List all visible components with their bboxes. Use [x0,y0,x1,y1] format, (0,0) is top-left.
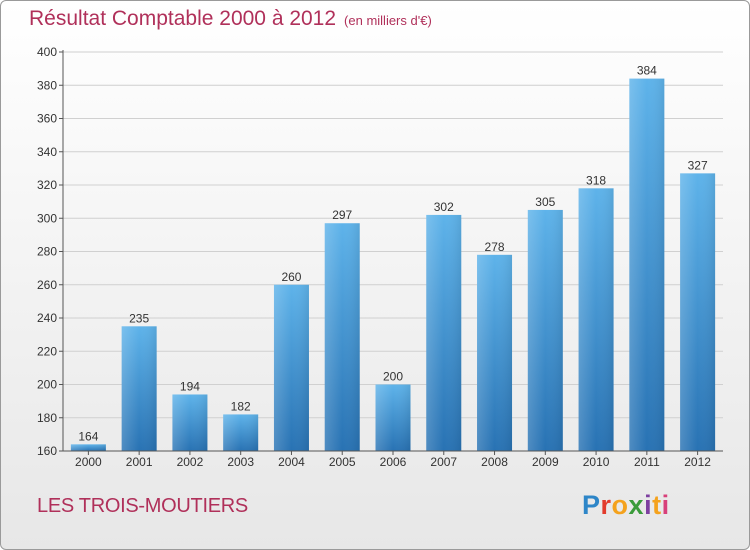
data-label: 302 [434,200,454,214]
bar-shine [527,209,563,451]
bar-shine [121,326,157,451]
bar-shine [629,78,665,451]
bar-shine [172,394,208,451]
bar-shine [70,444,106,451]
data-label: 297 [332,208,352,222]
logo-letter: o [611,490,629,520]
y-tick-label: 340 [37,145,57,159]
x-tick-label: 2009 [532,455,559,469]
y-tick-label: 200 [37,378,57,392]
chart-title-text: Résultat Comptable 2000 à 2012 [29,7,337,30]
logo-letter: r [600,490,612,520]
data-label: 235 [129,311,149,325]
bar-shine [477,254,513,451]
bars: 164 235 194 182 260 297 200 302 278 305 318 384 327 [70,64,716,452]
bar-shine [223,414,259,451]
data-label: 305 [535,195,555,209]
y-tick-label: 380 [37,78,57,92]
data-label: 164 [78,429,98,443]
chart-subtitle: (en milliers d'€) [344,13,432,28]
data-label: 318 [586,173,606,187]
proxiti-logo[interactable]: Proxiti [582,490,670,521]
x-tick-label: 2012 [684,455,711,469]
y-tick-label: 180 [37,411,57,425]
logo-letter: x [628,490,645,520]
logo-letter: i [661,490,670,520]
data-label: 200 [383,370,403,384]
data-label: 260 [281,270,301,284]
x-tick-label: 2008 [481,455,508,469]
data-label: 384 [637,64,657,78]
y-tick-label: 240 [37,311,57,325]
bar-shine [375,384,411,451]
x-tick-label: 2010 [583,455,610,469]
x-tick-label: 2011 [634,455,660,469]
y-tick-label: 160 [37,444,57,458]
y-tick-label: 320 [37,178,57,192]
commune-name: LES TROIS-MOUTIERS [37,495,248,517]
bar-shine [578,188,614,451]
y-tick-label: 360 [37,112,57,126]
x-tick-label: 2007 [430,455,457,469]
x-tick-label: 2001 [126,455,153,469]
x-tick-label: 2005 [329,455,356,469]
logo-letter: t [652,490,662,520]
data-label: 182 [231,399,251,413]
x-tick-label: 2003 [227,455,254,469]
chart-title: Résultat Comptable 2000 à 2012 (en millie… [29,7,432,31]
x-tick-label: 2006 [380,455,407,469]
axes: 160 180 200 220 240 260 280 300 320 340 360 380 400 2… [37,45,723,469]
logo-letter: i [644,490,653,520]
y-tick-label: 280 [37,245,57,259]
data-label: 327 [688,158,708,172]
x-tick-label: 2004 [278,455,305,469]
bar-shine [273,284,309,451]
bar-shine [426,214,462,451]
y-tick-label: 300 [37,211,57,225]
y-tick-label: 260 [37,278,57,292]
data-label: 194 [180,379,200,393]
x-tick-label: 2000 [75,455,102,469]
y-tick-label: 400 [37,45,57,59]
x-tick-label: 2002 [177,455,204,469]
y-tick-label: 220 [37,344,57,358]
data-label: 278 [485,240,505,254]
bar-shine [324,223,360,451]
bar-shine [680,173,716,452]
logo-letter: P [582,490,601,520]
